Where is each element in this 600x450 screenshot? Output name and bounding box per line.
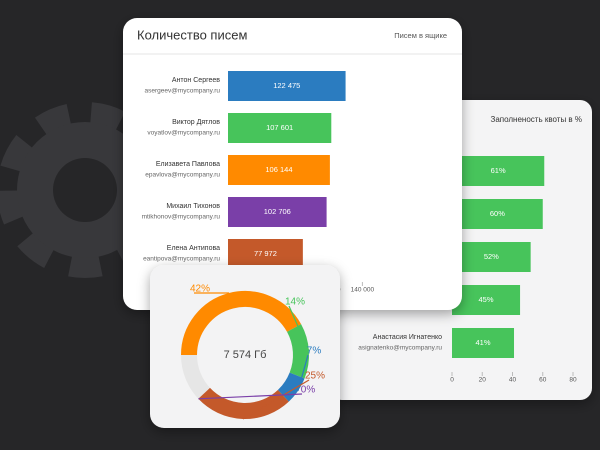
bar-value-label: 45%: [479, 295, 494, 304]
storage-panel: 7 574 Гб 42% 14% 7% 25% 0%: [150, 265, 340, 428]
bar-value-label: 102 706: [264, 207, 291, 216]
bar-value-label: 41%: [475, 338, 490, 347]
row-name: Елена Антипова: [167, 245, 220, 252]
bar: [452, 285, 521, 315]
panel-subtitle: Писем в ящике: [394, 31, 447, 40]
bar: [452, 156, 545, 186]
bar-value-label: 106 144: [265, 165, 292, 174]
segment-label: 14%: [285, 297, 305, 308]
donut-segment: [198, 387, 289, 419]
bar: [228, 239, 303, 269]
bar-value-label: 60%: [490, 209, 505, 218]
row-email: voyatlov@mycompany.ru: [147, 130, 220, 137]
row-email: epavlova@mycompany.ru: [145, 172, 220, 179]
bar: [452, 199, 543, 229]
bar: [228, 113, 332, 143]
x-tick-label: 0: [450, 377, 454, 384]
row-name: Михаил Тихонов: [166, 203, 220, 210]
row-email: asergeev@mycompany.ru: [145, 88, 221, 95]
donut-segment: [181, 291, 302, 356]
bar: [452, 328, 515, 358]
panel-title: Заполненость квоты в %: [491, 115, 583, 124]
x-tick-label: 20: [479, 377, 487, 384]
row-name: Виктор Дятлов: [172, 119, 220, 126]
panel-title: Количество писем: [137, 27, 247, 42]
bar: [452, 242, 531, 272]
row-name: Анастасия Игнатенко: [373, 334, 442, 341]
leader-line: [198, 393, 303, 400]
bar-value-label: 61%: [491, 166, 506, 175]
x-tick-label: 60: [539, 377, 547, 384]
bar-value-label: 107 601: [266, 123, 293, 132]
bar-value-label: 77 972: [254, 249, 277, 258]
donut-segment: [286, 324, 309, 379]
bar-value-label: 52%: [484, 252, 499, 261]
center-label: 7 574 Гб: [224, 349, 267, 361]
leader-line: [288, 305, 310, 352]
segment-label: 0%: [301, 385, 316, 396]
x-tick-label: 140 000: [351, 287, 375, 294]
bar: [228, 155, 330, 185]
row-email: mtikhonov@mycompany.ru: [142, 214, 221, 221]
leader-line: [242, 379, 310, 420]
segment-label: 42%: [190, 284, 210, 295]
row-email: eantipova@mycompany.ru: [143, 256, 220, 263]
row-name: Антон Сергеев: [172, 77, 220, 84]
bar-value-label: 122 475: [273, 81, 300, 90]
x-tick-label: 80: [569, 377, 577, 384]
x-tick-label: 40: [509, 377, 517, 384]
row-email: asignatenko@mycompany.ru: [358, 345, 442, 352]
bar: [228, 71, 346, 101]
segment-label: 25%: [305, 371, 325, 382]
bar: [228, 197, 327, 227]
segment-label: 7%: [307, 346, 322, 357]
row-name: Елизавета Павлова: [156, 161, 220, 168]
